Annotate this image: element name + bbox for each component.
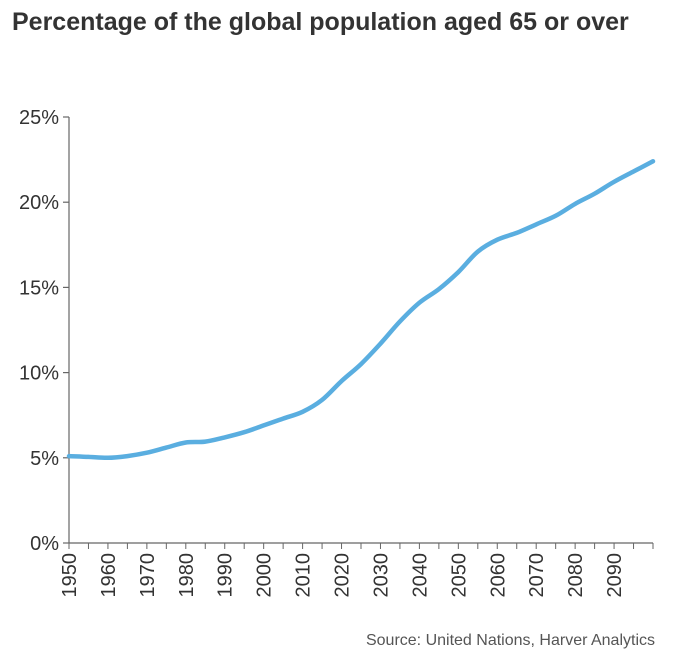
- x-tick-label: 2000: [254, 553, 276, 598]
- x-tick-label: 1970: [137, 553, 159, 598]
- x-tick-label: 2040: [409, 553, 431, 598]
- y-tick-label: 15%: [19, 277, 59, 299]
- x-tick-label: 2050: [448, 553, 470, 598]
- y-axis: 0% 5% 10% 15% 20% 25%: [19, 107, 70, 555]
- x-tick-label: 2090: [604, 553, 626, 598]
- y-tick-label: 20%: [19, 192, 59, 214]
- x-tick-label: 2020: [332, 553, 354, 598]
- x-tick-label: 1990: [215, 553, 237, 598]
- x-tick-label: 2080: [565, 553, 587, 598]
- x-tick-label: 2030: [370, 553, 392, 598]
- x-tick-label: 1950: [59, 553, 81, 598]
- x-tick-label: 2070: [526, 553, 548, 598]
- x-tick-label: 1980: [176, 553, 198, 598]
- series-layer: [66, 159, 656, 461]
- y-tick-label: 5%: [30, 448, 59, 470]
- x-tick-label: 2010: [293, 553, 315, 598]
- y-tick-label: 10%: [19, 363, 59, 385]
- x-axis: 1950 1960 1970 1980 1990 2000 2010 2020 2030 2040…: [59, 542, 654, 598]
- y-tick-label: 25%: [19, 107, 59, 129]
- series-line: [66, 159, 656, 461]
- x-tick-label: 2060: [487, 553, 509, 598]
- x-tick-label: 1960: [98, 553, 120, 598]
- chart-title: Percentage of the global population aged…: [12, 8, 629, 36]
- y-tick-label: 0%: [30, 533, 59, 555]
- source-note: Source: United Nations, Harver Analytics: [365, 632, 655, 649]
